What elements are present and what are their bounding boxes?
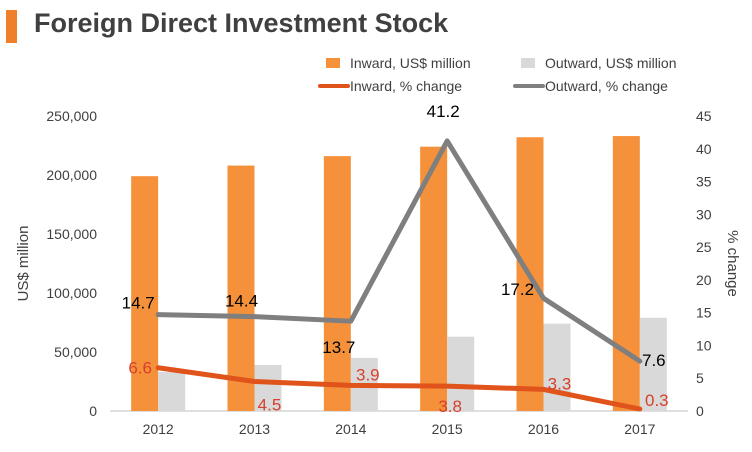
bar-inward-usd (420, 146, 448, 411)
x-tick-label: 2016 (528, 421, 559, 437)
data-label-outward-pct: 41.2 (427, 102, 460, 121)
data-label-inward-pct: 3.8 (438, 397, 462, 416)
title-accent-bar (6, 10, 17, 43)
y-tick-label: 250,000 (46, 108, 97, 124)
y2-tick-label: 35 (696, 174, 712, 190)
bar-outward-usd (447, 336, 475, 411)
data-label-outward-pct: 7.6 (642, 351, 666, 370)
data-label-outward-pct: 14.4 (225, 292, 258, 311)
line-outward-pct (155, 138, 643, 364)
legend-label: Inward, % change (350, 78, 462, 94)
data-label-inward-pct: 6.6 (128, 359, 152, 378)
legend-swatch (521, 58, 535, 68)
y2-tick-label: 30 (696, 206, 712, 222)
y-tick-label: 100,000 (46, 285, 97, 301)
data-label-inward-pct: 0.3 (645, 391, 669, 410)
bar-inward-usd (227, 165, 255, 411)
x-tick-label: 2012 (143, 421, 174, 437)
data-label-outward-pct: 13.7 (322, 338, 355, 357)
y-tick-label: 50,000 (54, 344, 97, 360)
bar-inward-usd (612, 136, 640, 411)
y2-tick-label: 25 (696, 239, 712, 255)
bar-inward-usd (323, 156, 351, 411)
bar-outward-usd (254, 364, 282, 411)
y2-axis-title: % change (724, 230, 741, 297)
x-tick-label: 2013 (239, 421, 270, 437)
y2-tick-label: 40 (696, 141, 712, 157)
data-label-outward-pct: 14.7 (122, 294, 155, 313)
legend-label: Outward, US$ million (545, 55, 677, 71)
y-tick-label: 0 (89, 403, 97, 419)
line-inward-pct (155, 365, 643, 412)
y2-tick-label: 15 (696, 305, 712, 321)
bar-outward-usd (158, 372, 186, 411)
y-axis-title: US$ million (15, 226, 32, 302)
chart-title: Foreign Direct Investment Stock (34, 8, 449, 38)
data-label-inward-pct: 4.5 (258, 396, 282, 415)
data-label-inward-pct: 3.9 (356, 365, 380, 384)
data-label-outward-pct: 17.2 (501, 280, 534, 299)
x-tick-label: 2014 (335, 421, 366, 437)
y2-tick-label: 0 (696, 403, 704, 419)
bar-outward-usd (639, 317, 667, 411)
y2-tick-label: 5 (696, 370, 704, 386)
y-tick-label: 150,000 (46, 226, 97, 242)
bar-outward-usd (543, 323, 571, 411)
y2-tick-label: 45 (696, 108, 712, 124)
y-tick-label: 200,000 (46, 167, 97, 183)
y2-tick-label: 20 (696, 272, 712, 288)
legend-swatch (326, 58, 340, 68)
x-tick-label: 2015 (432, 421, 463, 437)
y2-tick-label: 10 (696, 337, 712, 353)
bar-inward-usd (131, 176, 159, 411)
x-tick-label: 2017 (624, 421, 655, 437)
legend-label: Outward, % change (545, 78, 668, 94)
data-label-inward-pct: 3.3 (548, 374, 572, 393)
legend-label: Inward, US$ million (350, 55, 471, 71)
